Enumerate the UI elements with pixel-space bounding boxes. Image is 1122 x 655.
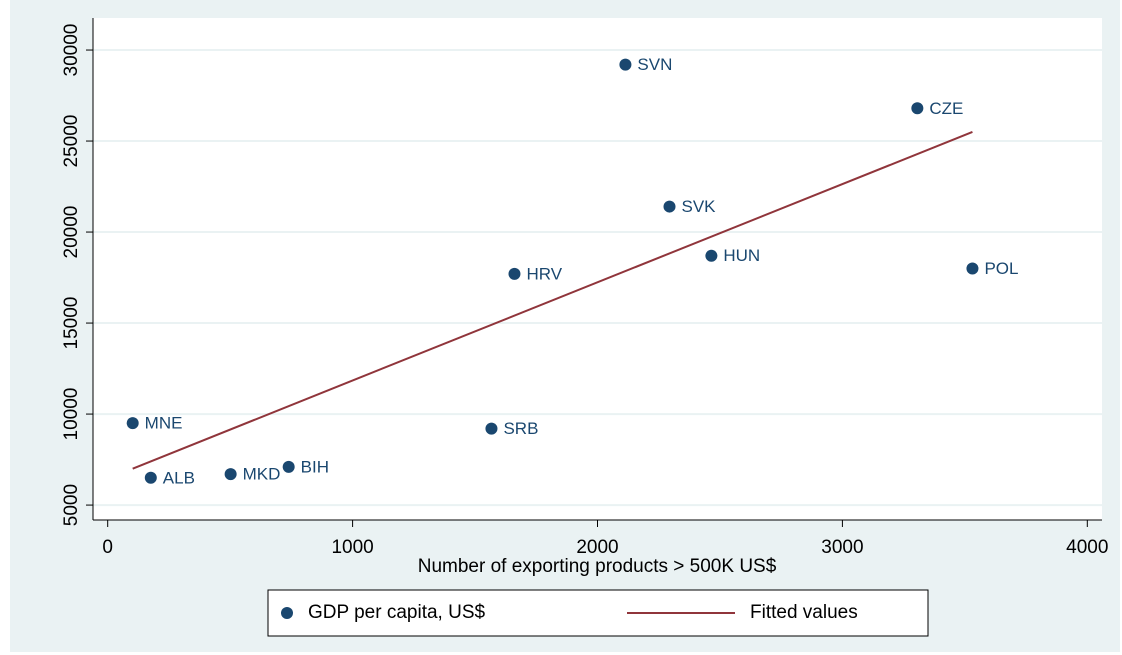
legend-label: Fitted values <box>750 602 858 623</box>
point-label: ALB <box>163 468 195 487</box>
point <box>144 471 157 484</box>
fitted-line <box>132 131 973 470</box>
legend-marker <box>281 607 293 619</box>
y-tick-label: 20000 <box>61 206 82 259</box>
x-tick-label: 3000 <box>821 537 863 558</box>
x-tick-label: 1000 <box>331 537 373 558</box>
point <box>508 267 521 280</box>
point <box>224 468 237 481</box>
point <box>966 262 979 275</box>
point <box>663 200 676 213</box>
point-label: CZE <box>929 99 963 118</box>
point-label: SRB <box>503 419 538 438</box>
x-tick-label: 2000 <box>576 537 618 558</box>
point <box>485 422 498 435</box>
point <box>619 58 632 71</box>
point-label: SVN <box>637 55 672 74</box>
point-label: SVK <box>682 197 717 216</box>
point <box>705 249 718 262</box>
y-tick-label: 5000 <box>61 484 82 526</box>
plot-area <box>93 18 1102 520</box>
x-tick-label: 4000 <box>1066 537 1108 558</box>
point <box>911 102 924 115</box>
x-axis-label: Number of exporting products > 500K US$ <box>418 556 777 577</box>
y-tick-label: 30000 <box>61 24 82 77</box>
y-tick-label: 25000 <box>61 115 82 168</box>
point-label: HUN <box>723 246 760 265</box>
y-tick-label: 10000 <box>61 388 82 441</box>
point-label: MNE <box>145 414 183 433</box>
point <box>282 460 295 473</box>
legend-label: GDP per capita, US$ <box>308 602 486 623</box>
x-tick-label: 0 <box>102 537 113 558</box>
point <box>126 417 139 430</box>
point-label: BIH <box>301 457 329 476</box>
point-label: POL <box>984 259 1018 278</box>
y-tick-label: 15000 <box>61 297 82 350</box>
legend <box>267 589 929 637</box>
point-label: HRV <box>526 264 562 283</box>
point-label: MKD <box>243 465 281 484</box>
